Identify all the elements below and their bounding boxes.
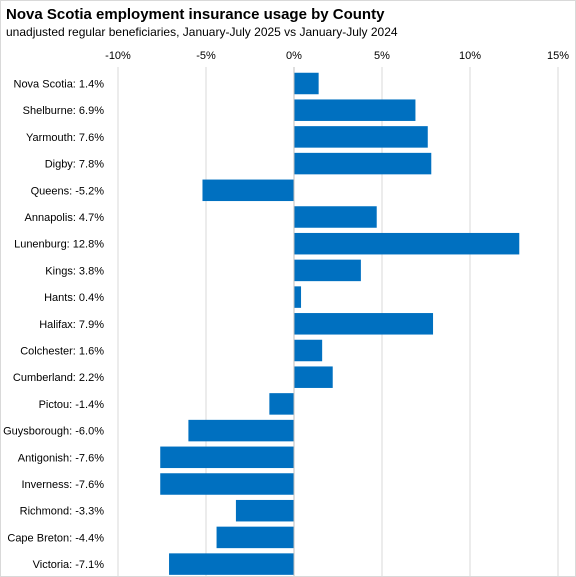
category-label: Guysborough: -6.0% — [3, 426, 104, 438]
bar — [294, 126, 428, 148]
category-label: Victoria: -7.1% — [33, 559, 105, 571]
x-tick-label: 0% — [286, 50, 302, 62]
chart-title: Nova Scotia employment insurance usage b… — [6, 6, 385, 23]
bar — [294, 99, 416, 121]
bar — [294, 339, 323, 362]
category-label: Queens: -5.2% — [31, 185, 105, 197]
bar — [235, 499, 294, 522]
category-label: Annapolis: 4.7% — [25, 212, 105, 224]
bar — [294, 72, 319, 95]
category-label: Cumberland: 2.2% — [13, 372, 104, 384]
x-tick-label: 10% — [459, 50, 481, 62]
bar — [294, 366, 333, 388]
category-label: Colchester: 1.6% — [20, 346, 104, 358]
category-label: Richmond: -3.3% — [20, 506, 105, 518]
bar — [294, 286, 302, 308]
category-label: Kings: 3.8% — [45, 265, 104, 277]
bar — [160, 473, 294, 495]
category-label: Cape Breton: -4.4% — [7, 532, 104, 544]
category-label: Hants: 0.4% — [44, 292, 104, 304]
chart-subtitle: unadjusted regular beneficiaries, Januar… — [6, 25, 398, 39]
category-label: Nova Scotia: 1.4% — [14, 79, 105, 91]
bar — [294, 152, 432, 175]
bar — [294, 313, 434, 335]
category-label: Lunenburg: 12.8% — [14, 239, 104, 251]
bar — [294, 206, 377, 228]
category-label: Digby: 7.8% — [45, 159, 105, 171]
bar — [169, 553, 294, 575]
category-label: Pictou: -1.4% — [39, 399, 105, 411]
category-label: Inverness: -7.6% — [21, 479, 104, 491]
bar — [294, 259, 361, 282]
x-tick-label: 15% — [547, 50, 569, 62]
category-label: Halifax: 7.9% — [39, 319, 104, 331]
category-label: Yarmouth: 7.6% — [26, 132, 104, 144]
bar — [216, 526, 294, 549]
bar — [294, 232, 520, 255]
bar — [160, 446, 294, 469]
x-tick-label: -10% — [105, 50, 131, 62]
x-tick-label: -5% — [196, 50, 216, 62]
bar — [202, 179, 294, 202]
category-label: Shelburne: 6.9% — [23, 105, 105, 117]
bar — [188, 419, 294, 442]
bar — [269, 393, 294, 415]
category-label: Antigonish: -7.6% — [18, 452, 104, 464]
x-tick-label: 5% — [374, 50, 390, 62]
